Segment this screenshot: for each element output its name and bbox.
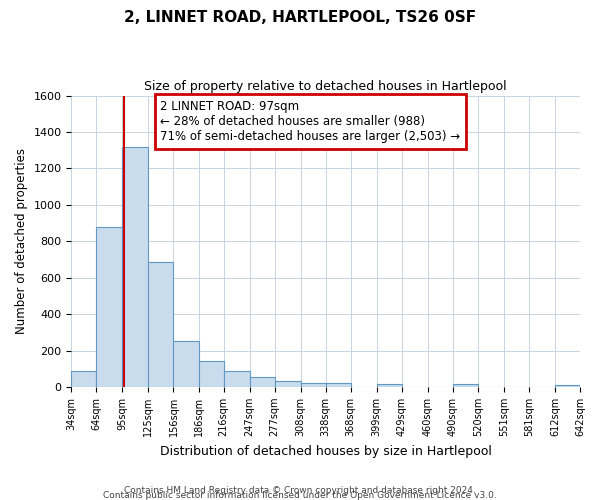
Bar [224, 370, 250, 387]
Bar [97, 226, 122, 387]
X-axis label: Distribution of detached houses by size in Hartlepool: Distribution of detached houses by size … [160, 444, 491, 458]
Title: Size of property relative to detached houses in Hartlepool: Size of property relative to detached ho… [145, 80, 507, 93]
Y-axis label: Number of detached properties: Number of detached properties [15, 148, 28, 334]
Bar [250, 377, 275, 387]
Text: 2, LINNET ROAD, HARTLEPOOL, TS26 0SF: 2, LINNET ROAD, HARTLEPOOL, TS26 0SF [124, 10, 476, 25]
Bar [377, 384, 402, 387]
Bar [148, 262, 173, 387]
Bar [173, 342, 199, 387]
Bar [199, 362, 224, 387]
Text: Contains HM Land Registry data © Crown copyright and database right 2024.: Contains HM Land Registry data © Crown c… [124, 486, 476, 495]
Bar [326, 383, 351, 387]
Bar [453, 384, 478, 387]
Bar [275, 380, 301, 387]
Text: 2 LINNET ROAD: 97sqm
← 28% of detached houses are smaller (988)
71% of semi-deta: 2 LINNET ROAD: 97sqm ← 28% of detached h… [160, 100, 461, 143]
Text: Contains public sector information licensed under the Open Government Licence v3: Contains public sector information licen… [103, 490, 497, 500]
Bar [555, 385, 580, 387]
Bar [71, 371, 97, 387]
Bar [301, 384, 326, 387]
Bar [122, 146, 148, 387]
